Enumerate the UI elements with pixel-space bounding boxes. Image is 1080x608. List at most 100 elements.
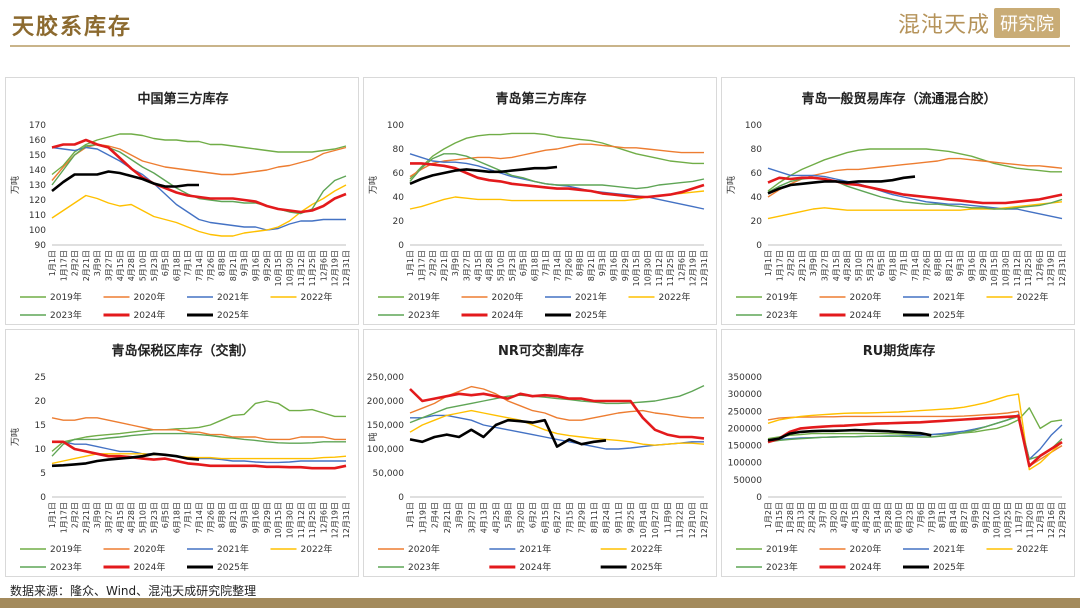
chart-title: RU期货库存 [863,343,936,359]
legend-label: 2021年 [933,543,965,555]
x-tick-label: 5月23日 [508,250,517,281]
x-tick-label: 5月20日 [516,502,525,533]
x-tick-label: 11月9日 [663,502,672,533]
x-tick-label: 9月3日 [956,250,965,276]
logo-main-text: 混沌天成 [897,13,990,38]
x-tick-label: 1月1日 [406,250,415,276]
x-tick-label: 10月30日 [643,250,652,286]
x-tick-label: 7月14日 [195,250,204,281]
series-line-2024年 [767,414,1063,468]
legend-label: 2022年 [301,291,333,303]
x-tick-label: 5月10日 [496,250,505,281]
chart-title: 青岛一般贸易库存（流通混合胶） [801,91,996,107]
x-tick-label: 12月10日 [688,502,697,538]
x-tick-label: 5月10日 [138,250,147,281]
x-tick-label: 5月10日 [854,250,863,281]
y-tick-label: 100000 [728,459,763,469]
series-line-2021年 [767,167,1063,220]
y-tick-label: 20 [393,217,405,227]
legend-label: 2021年 [575,291,607,303]
header: 天胶系库存 混沌天成 研究院 [0,0,1080,47]
x-tick-label: 8月21日 [587,250,596,281]
x-tick-label: 7月6日 [916,502,925,528]
chart-grid: 中国第三方库存 万吨 90 100 110 120 130 140 150 160 170 1月1日 1… [5,77,1075,577]
x-tick-label: 7月14日 [553,250,562,281]
x-tick-label: 1月17日 [775,250,784,281]
x-tick-label: 9月29日 [263,502,272,533]
x-tick-label: 6月5日 [877,250,886,276]
x-tick-label: 1月17日 [417,250,426,281]
legend-label: 2020年 [134,291,166,303]
legend-label: 2025年 [575,309,607,321]
y-tick-label: 90 [35,241,47,251]
series-line-2020年 [409,385,704,421]
legend-label: 2024年 [492,309,524,321]
x-tick-label: 9月3日 [240,502,249,528]
x-tick-label: 1月1日 [764,250,773,276]
legend-label: 2025年 [217,561,249,573]
x-tick-label: 3月27日 [821,250,830,281]
x-tick-label: 12月27日 [700,502,709,538]
x-tick-label: 6月23日 [906,502,915,533]
legend-label: 2025年 [933,561,965,573]
y-tick-label: 40 [393,193,405,203]
x-tick-label: 4月28日 [485,250,494,281]
x-tick-label: 10月30日 [285,250,294,286]
legend-label: 2023年 [408,561,440,573]
legend-label: 2023年 [50,561,82,573]
x-tick-label: 4月28日 [127,502,136,533]
chart-svg: RU期货库存 0 50000 100000 150000 200000 250000 3000… [728,343,1067,573]
x-tick-label: 8月11日 [590,502,599,533]
x-tick-label: 12月31日 [700,250,709,286]
series-line-2025年 [767,175,916,195]
x-tick-label: 8月21日 [229,502,238,533]
series-line-2019年 [409,132,704,180]
y-tick-label: 15 [35,421,46,431]
y-tick-label: 110 [29,211,46,221]
x-tick-label: 9月29日 [263,250,272,281]
x-tick-label: 12月3日 [1036,502,1045,533]
x-tick-label: 11月12日 [297,502,306,538]
x-tick-label: 12月31日 [342,502,351,538]
x-tick-label: 6月5日 [519,250,528,276]
x-tick-label: 2月21日 [440,250,449,281]
x-tick-label: 7月1日 [542,250,551,276]
y-axis-label: 万吨 [9,428,21,446]
x-tick-label: 12月6日 [1035,250,1044,281]
series-line-2022年 [767,201,1063,220]
x-tick-label: 7月14日 [195,502,204,533]
x-tick-label: 5月23日 [866,250,875,281]
series-line-2020年 [51,417,346,441]
logo-box-text: 研究院 [994,8,1060,38]
x-tick-label: 11月20日 [1025,502,1034,538]
series-line-2024年 [410,162,705,199]
x-tick-label: 3月7日 [818,502,827,528]
x-tick-label: 12月19日 [1047,250,1056,286]
y-tick-label: 80 [393,145,405,155]
x-tick-label: 7月15日 [565,502,574,533]
y-tick-label: 0 [40,493,46,503]
x-tick-label: 7月26日 [922,250,931,281]
legend-label: 2019年 [766,543,798,555]
y-tick-label: 100 [29,226,46,236]
chart-title: 中国第三方库存 [137,91,228,107]
series-line-2023年 [51,143,347,215]
x-tick-label: 9月3日 [240,250,249,276]
y-tick-label: 120 [29,196,46,206]
y-axis-label: 万吨 [9,176,21,194]
x-tick-label: 3月9日 [93,502,102,528]
y-tick-label: 100 [745,121,762,131]
y-tick-label: 5 [40,469,46,479]
x-tick-label: 3月9日 [451,250,460,276]
chart-panel-1: 中国第三方库存 万吨 90 100 110 120 130 140 150 160 170 1月1日 1… [5,77,359,325]
series-line-2019年 [51,400,346,452]
x-tick-label: 7月14日 [911,250,920,281]
x-tick-label: 3月27日 [105,502,114,533]
x-tick-label: 10月14日 [639,502,648,538]
legend-label: 2022年 [1017,543,1049,555]
x-tick-label: 8月24日 [602,502,611,533]
x-tick-label: 7月26日 [564,250,573,281]
